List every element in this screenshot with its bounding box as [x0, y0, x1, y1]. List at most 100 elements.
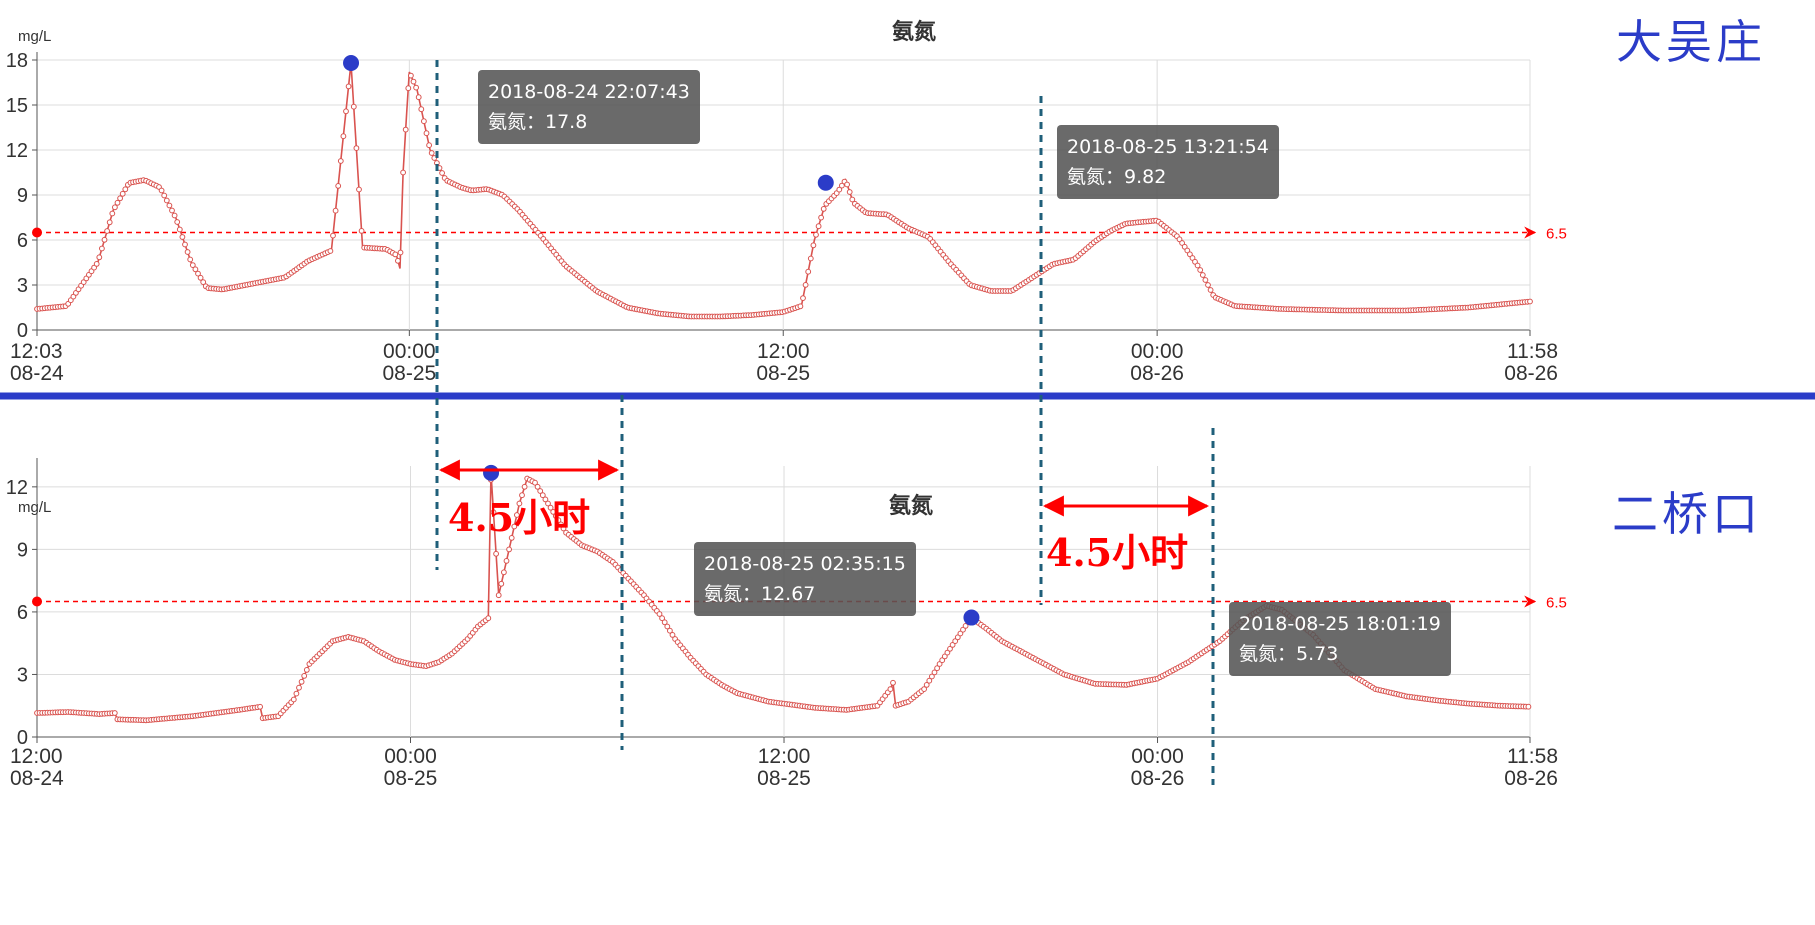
data-point [952, 638, 959, 644]
threshold-label: 6.5 [1546, 226, 1567, 243]
x-tick-label: 08-26 [1504, 362, 1558, 385]
y-tick-label: 6 [17, 602, 28, 624]
data-point [820, 206, 827, 212]
tooltip-value: 氨氮：12.67 [704, 583, 816, 605]
data-point [101, 236, 108, 243]
x-tick-label: 12:00 [757, 340, 810, 363]
data-point [493, 550, 500, 557]
data-point [511, 523, 518, 530]
data-point [400, 169, 407, 176]
data-point [350, 103, 357, 110]
data-point [542, 496, 549, 503]
data-point [119, 190, 126, 197]
data-point [941, 653, 948, 660]
peak-marker [343, 55, 360, 71]
tooltip-value: 氨氮：9.82 [1067, 166, 1167, 188]
data-point [174, 219, 181, 225]
data-point [301, 673, 308, 679]
data-point [200, 279, 207, 286]
data-point [114, 199, 121, 206]
data-point [418, 106, 425, 113]
x-tick-label: 08-25 [384, 767, 438, 790]
data-point [929, 673, 935, 680]
data-point [112, 204, 118, 211]
tooltip-peak-top-1: 2018-08-24 22:07:43 氨氮：17.8 [478, 70, 700, 144]
data-point [846, 189, 853, 195]
y-tick-label: 0 [17, 320, 28, 342]
tooltip-time: 2018-08-25 13:21:54 [1067, 136, 1269, 158]
data-point [343, 108, 349, 115]
threshold-label: 6.5 [1546, 595, 1567, 612]
data-point [192, 266, 199, 273]
data-point [506, 546, 513, 553]
chart-title-bottom: 氨氮 [889, 494, 934, 519]
tooltip-peak-bottom-2: 2018-08-25 18:01:19 氨氮：5.73 [1229, 602, 1451, 676]
data-point [934, 665, 940, 672]
data-point [182, 241, 188, 248]
data-point [921, 686, 927, 692]
x-tick-label: 12:03 [10, 340, 63, 363]
data-point [166, 202, 173, 209]
data-point [887, 686, 894, 692]
data-point [184, 249, 191, 255]
interval-label-1: 4.5小时 [448, 495, 591, 540]
data-point [815, 223, 822, 230]
threshold-start-dot [32, 596, 42, 607]
data-point [169, 207, 175, 214]
y-tick-label: 3 [17, 664, 28, 686]
y-tick-label: 6 [17, 230, 28, 252]
data-point [545, 500, 551, 507]
data-point [818, 214, 824, 221]
x-tick-label: 00:00 [383, 340, 436, 363]
data-point [195, 270, 201, 277]
data-point [408, 72, 414, 79]
data-point [335, 183, 342, 189]
y-tick-label: 0 [17, 727, 28, 749]
data-point [807, 255, 814, 262]
data-point [293, 690, 300, 697]
data-point [421, 118, 427, 125]
data-point [926, 677, 933, 684]
data-point [664, 623, 671, 630]
chart-1: 036912151812:0308-2400:0008-2512:0008-25… [6, 50, 1567, 385]
tooltip-peak-top-2: 2018-08-25 13:21:54 氨氮：9.82 [1057, 125, 1279, 199]
data-point [560, 525, 567, 532]
data-point [187, 256, 194, 263]
data-point [797, 303, 804, 310]
y-unit-top: mg/L [18, 28, 52, 45]
x-tick-label: 00:00 [384, 745, 437, 768]
data-point [1184, 247, 1191, 254]
data-point [534, 483, 541, 490]
data-point [303, 667, 310, 673]
data-point [340, 133, 347, 140]
x-tick-label: 08-25 [756, 362, 810, 385]
data-point [1207, 287, 1214, 293]
data-point [111, 710, 118, 716]
chart-title-top: 氨氮 [892, 20, 937, 45]
data-point [501, 569, 507, 576]
tooltip-peak-bottom-1: 2018-08-25 02:35:15 氨氮：12.67 [694, 542, 916, 616]
y-tick-label: 3 [17, 275, 28, 297]
data-point [800, 295, 806, 302]
data-point [257, 703, 264, 710]
y-tick-label: 9 [17, 185, 28, 207]
data-point [397, 249, 404, 256]
data-point [519, 492, 525, 499]
data-point [498, 580, 505, 587]
station-name-bottom: 二桥口 [1612, 487, 1762, 541]
data-point [656, 611, 663, 617]
data-point [936, 661, 943, 667]
data-point [667, 627, 673, 634]
data-point [931, 669, 938, 676]
data-point [423, 130, 430, 137]
data-point [849, 196, 856, 203]
x-tick-label: 11:58 [1507, 340, 1558, 363]
peak-marker [963, 609, 980, 626]
data-point [330, 232, 336, 239]
station-name-top: 大吴庄 [1616, 15, 1766, 69]
data-point [944, 649, 951, 656]
data-point [332, 207, 339, 214]
data-point [104, 228, 110, 234]
data-point [426, 142, 433, 149]
